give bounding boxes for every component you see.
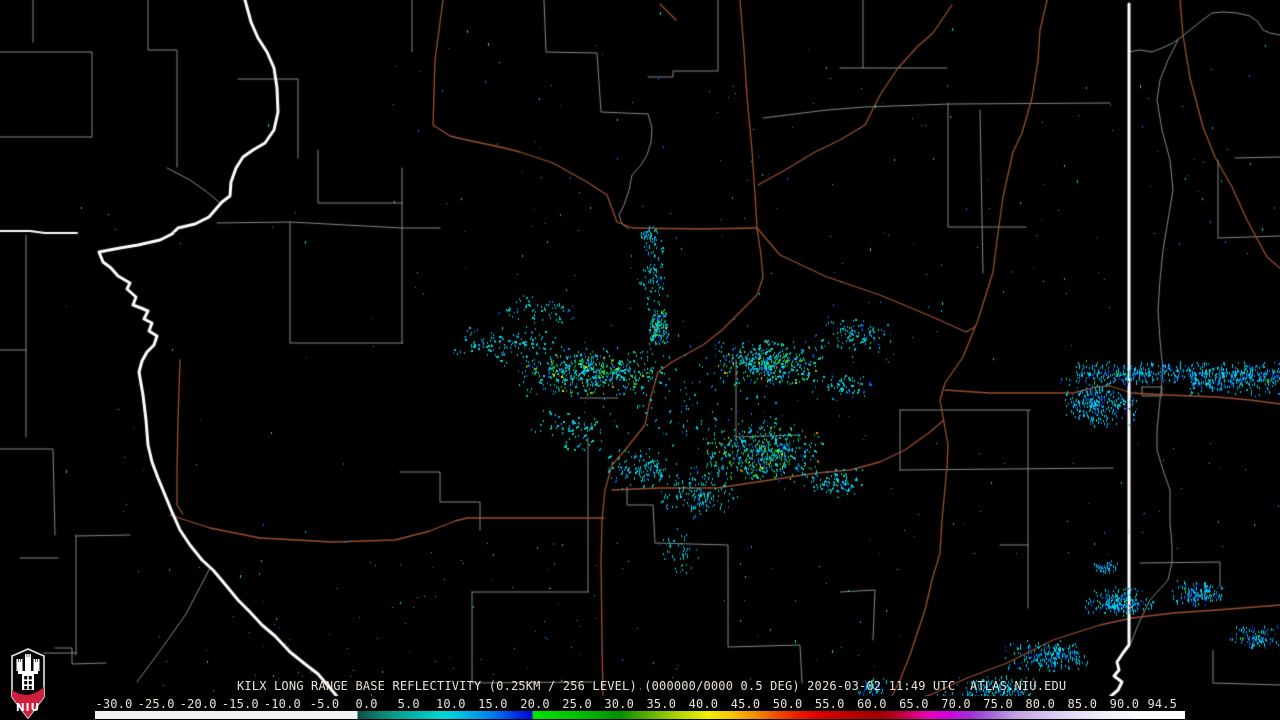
colorbar-tick-label: 40.0 [688, 697, 719, 711]
colorbar-tick-label: 20.0 [520, 697, 550, 711]
colorbar-tick-label: 80.0 [1025, 697, 1055, 711]
niu-logo-text: NIU [16, 702, 40, 714]
colorbar-tick-label: 60.0 [856, 697, 887, 711]
colorbar-tick-label: 50.0 [772, 697, 803, 711]
colorbar-tick-label: 35.0 [646, 697, 677, 711]
niu-red-band [12, 687, 44, 718]
colorbar-tick-label: -5.0 [309, 697, 340, 711]
colorbar-tick-label: 94.5 [1147, 697, 1178, 711]
colorbar-tick-label: 10.0 [435, 697, 466, 711]
reflectivity-colorbar [95, 711, 1185, 719]
colorbar-scale: -30.0 -25.0 -20.0 -15.0 -10.0 -5.0 0.0 5.0 10.0 1… [0, 697, 1280, 711]
colorbar-tick-label: 45.0 [730, 697, 761, 711]
colorbar-tick-label: -30.0 [95, 697, 133, 711]
niu-logo: NIU [11, 648, 45, 719]
colorbar-tick-label: 0.0 [355, 697, 378, 711]
castle-icon [16, 654, 40, 690]
colorbar-tick-label: 5.0 [397, 697, 420, 711]
colorbar-tick-label: 75.0 [983, 697, 1013, 711]
product-caption: KILX LONG RANGE BASE REFLECTIVITY (0.25K… [237, 679, 1067, 693]
colorbar-tick-label: 55.0 [814, 697, 845, 711]
colorbar-tick-label: 25.0 [562, 697, 592, 711]
colorbar-tick-label: 30.0 [604, 697, 634, 711]
colorbar-tick-label: 65.0 [899, 697, 929, 711]
colorbar-tick-label: -15.0 [221, 697, 259, 711]
colorbar-tick-label: 90.0 [1109, 697, 1140, 711]
colorbar-tick-label: 85.0 [1067, 697, 1098, 711]
colorbar-tick-label: -20.0 [179, 697, 217, 711]
colorbar-tick-label: -25.0 [137, 697, 175, 711]
colorbar-tick-label: 15.0 [478, 697, 508, 711]
colorbar-tick-label: 70.0 [941, 697, 971, 711]
colorbar-tick-label: -10.0 [263, 697, 301, 711]
